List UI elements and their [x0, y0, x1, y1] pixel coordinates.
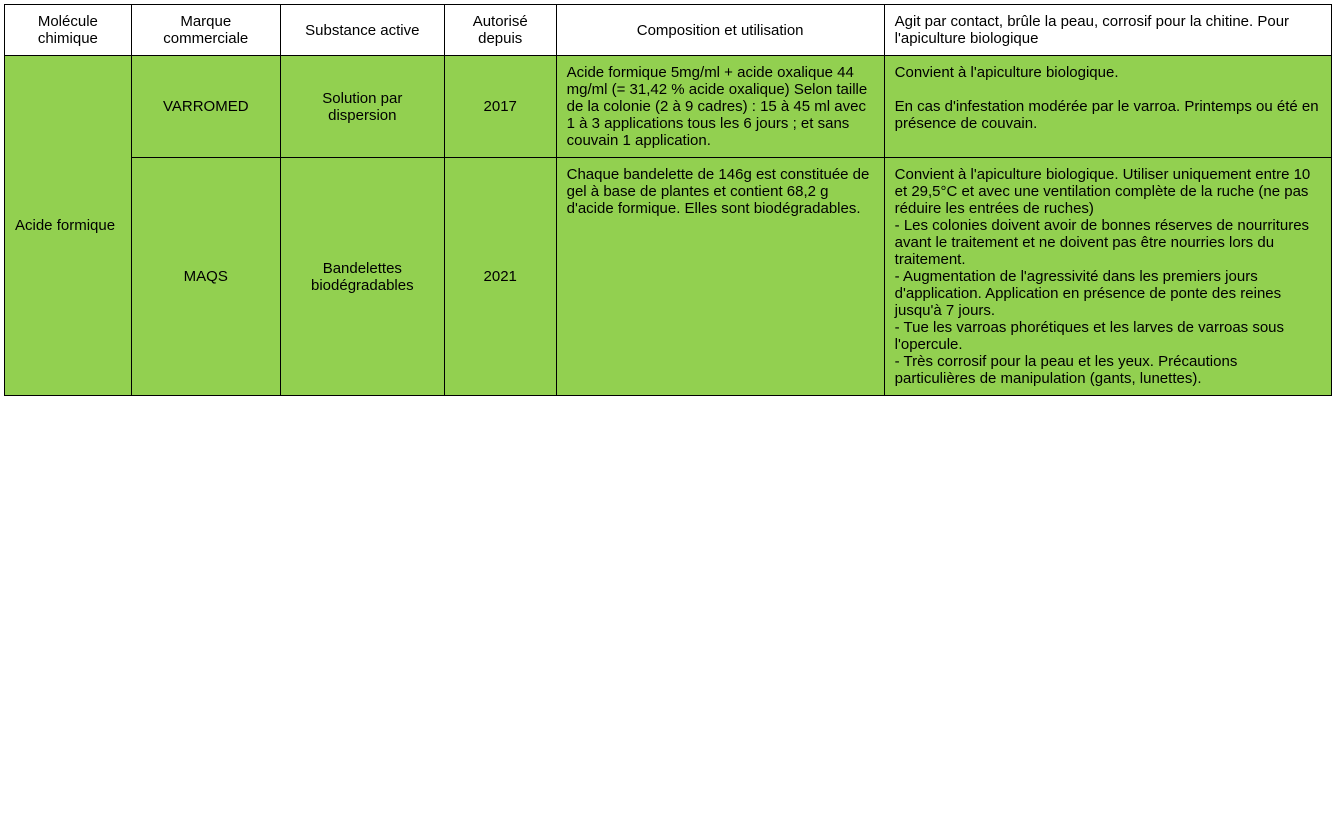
cell-composition: Chaque bandelette de 146g est constituée… — [556, 158, 884, 396]
cell-composition: Acide formique 5mg/ml + acide oxalique 4… — [556, 56, 884, 158]
cell-autorise: 2017 — [444, 56, 556, 158]
header-molecule: Molécule chimique — [5, 5, 132, 56]
cell-observations: Convient à l'apiculture biologique. En c… — [884, 56, 1331, 158]
cell-observations: Convient à l'apiculture biologique. Util… — [884, 158, 1331, 396]
table-row: Acide formique VARROMED Solution par dis… — [5, 56, 1332, 158]
cell-marque: MAQS — [131, 158, 280, 396]
header-autorise: Autorisé depuis — [444, 5, 556, 56]
cell-marque: VARROMED — [131, 56, 280, 158]
cell-substance: Solution par dispersion — [280, 56, 444, 158]
cell-molecule: Acide formique — [5, 56, 132, 396]
cell-substance: Bandelettes biodégradables — [280, 158, 444, 396]
header-substance: Substance active — [280, 5, 444, 56]
treatment-table: Molécule chimique Marque commerciale Sub… — [4, 4, 1332, 396]
header-observations: Agit par contact, brûle la peau, corrosi… — [884, 5, 1331, 56]
cell-autorise: 2021 — [444, 158, 556, 396]
header-marque: Marque commerciale — [131, 5, 280, 56]
table-row: MAQS Bandelettes biodégradables 2021 Cha… — [5, 158, 1332, 396]
header-composition: Composition et utilisation — [556, 5, 884, 56]
table-header-row: Molécule chimique Marque commerciale Sub… — [5, 5, 1332, 56]
